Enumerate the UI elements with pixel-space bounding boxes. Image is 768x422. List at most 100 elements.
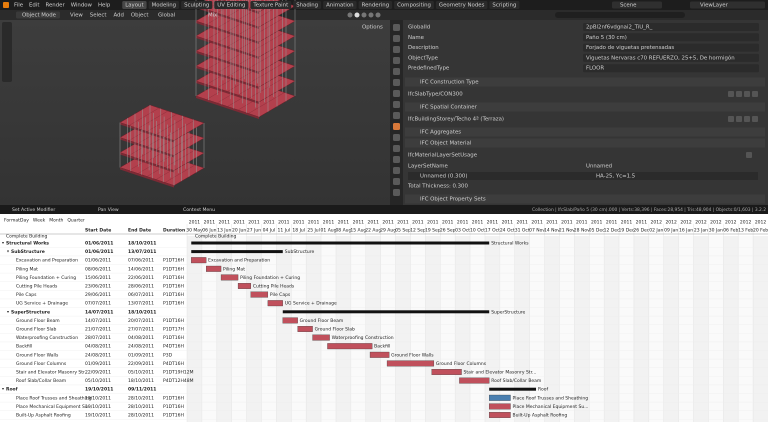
properties-tab-icon[interactable]: [393, 178, 400, 185]
menu-item[interactable]: Edit: [29, 3, 39, 9]
section-header[interactable]: [405, 194, 765, 204]
attribute-field[interactable]: [583, 33, 759, 42]
task-name[interactable]: Piling Mat: [16, 266, 38, 272]
menu-item[interactable]: Window: [71, 3, 93, 9]
task-name[interactable]: Structural Works: [6, 241, 49, 247]
properties-tab-icon[interactable]: [393, 156, 400, 163]
row-button[interactable]: [752, 116, 758, 122]
row-button[interactable]: [728, 91, 734, 97]
task-bar[interactable]: [489, 412, 511, 418]
task-bar[interactable]: [206, 265, 222, 272]
attribute-field[interactable]: [583, 64, 759, 73]
mode-label[interactable]: Object Mode: [22, 13, 57, 19]
task-name[interactable]: Ground Floor Slab: [16, 327, 56, 333]
task-name[interactable]: Place Mechanical Equipment Su...: [16, 404, 92, 410]
properties-tab-icon[interactable]: [393, 101, 400, 108]
task-name[interactable]: Built-Up Asphalt Roofing: [16, 413, 71, 419]
attribute-field[interactable]: [583, 53, 759, 62]
attribute-value[interactable]: FLOOR: [586, 66, 604, 72]
task-name[interactable]: Pile Caps: [16, 292, 37, 298]
section-title[interactable]: IFC Construction Type: [420, 80, 479, 86]
attribute-value[interactable]: Viguetas Nervaras c70 REFUERZO, 25+5, De…: [586, 54, 735, 61]
menu-item[interactable]: Render: [45, 3, 65, 9]
task-bar[interactable]: [386, 360, 435, 367]
shading-button[interactable]: [347, 12, 353, 18]
format-option[interactable]: Quarter: [67, 218, 85, 224]
properties-tab-icon[interactable]: [393, 145, 400, 152]
properties-tab-icon[interactable]: [393, 123, 400, 130]
task-bar[interactable]: [459, 377, 490, 384]
section-header[interactable]: [405, 127, 765, 137]
properties-tab-icon[interactable]: [393, 79, 400, 86]
summary-bar[interactable]: [282, 310, 490, 314]
format-option[interactable]: Month: [49, 218, 63, 224]
task-name[interactable]: Excavation and Preparation: [16, 258, 78, 264]
task-name[interactable]: Waterproofing Construction: [16, 335, 78, 341]
task-bar[interactable]: [369, 351, 390, 358]
section-title[interactable]: IFC Object Material: [420, 141, 471, 147]
task-bar[interactable]: [237, 283, 251, 289]
shading-label[interactable]: Mix: [208, 13, 218, 19]
format-option[interactable]: Week: [33, 218, 46, 224]
summary-bar[interactable]: [489, 387, 537, 391]
attribute-value[interactable]: 2pBl2nf6vdgnai2_TiU_R_: [586, 25, 653, 31]
section-title[interactable]: IFC Aggregates: [420, 130, 461, 136]
task-name[interactable]: SuperStructure: [11, 309, 50, 315]
task-name[interactable]: Backfill: [16, 344, 32, 350]
search-field[interactable]: [555, 12, 685, 18]
properties-tab-icon[interactable]: [393, 46, 400, 53]
task-name[interactable]: Cutting Pile Heads: [16, 284, 58, 290]
viewport-menu[interactable]: Object: [131, 13, 149, 19]
scene-name[interactable]: Scene: [620, 3, 637, 9]
task-name[interactable]: Piling Foundation + Curing: [16, 275, 76, 281]
properties-tab-icon[interactable]: [393, 90, 400, 97]
properties-tab-icon[interactable]: [393, 35, 400, 42]
menu-item[interactable]: File: [14, 3, 24, 9]
menu-item[interactable]: Help: [98, 3, 111, 9]
task-name[interactable]: UG Service + Drainage: [16, 301, 68, 307]
workspace-tab[interactable]: Geometry Nodes: [439, 3, 485, 9]
orientation-label[interactable]: Global: [158, 13, 175, 19]
workspace-tab[interactable]: Scripting: [492, 3, 516, 9]
properties-tab-icon[interactable]: [393, 57, 400, 64]
workspace-tab[interactable]: UV Editing: [217, 3, 245, 9]
row-button[interactable]: [736, 91, 742, 97]
task-name[interactable]: Ground Floor Beam: [16, 318, 60, 324]
section-header[interactable]: [405, 77, 765, 87]
shading-button[interactable]: [375, 12, 381, 18]
viewport-menu[interactable]: Select: [90, 13, 107, 19]
row-button[interactable]: [736, 116, 742, 122]
format-option[interactable]: Day: [20, 218, 29, 224]
attribute-value[interactable]: Paño 5 (30 cm): [586, 35, 627, 41]
scene-field[interactable]: [612, 1, 662, 9]
task-name[interactable]: Stair and Elevator Masonry Str...: [16, 370, 89, 376]
task-name[interactable]: Place Roof Trusses and Sheathing: [16, 395, 92, 401]
task-bar[interactable]: [297, 326, 313, 332]
workspace-tab[interactable]: Modeling: [152, 3, 177, 9]
properties-tab-icon[interactable]: [393, 167, 400, 174]
task-name[interactable]: Roof: [6, 387, 18, 393]
task-bar[interactable]: [250, 291, 269, 298]
task-name[interactable]: Ground Floor Columns: [16, 361, 67, 367]
properties-tab-icon[interactable]: [393, 134, 400, 141]
viewlayer-field[interactable]: [690, 1, 765, 9]
attribute-field[interactable]: [583, 43, 759, 52]
task-name[interactable]: Ground Floor Walls: [16, 352, 59, 358]
attribute-field[interactable]: [583, 23, 759, 31]
workspace-tab[interactable]: Texture Paint: [252, 3, 288, 9]
section-title[interactable]: IFC Spatial Container: [420, 105, 478, 111]
shading-button[interactable]: [354, 12, 360, 18]
task-bar[interactable]: [282, 317, 298, 324]
task-bar[interactable]: [312, 334, 330, 341]
task-name[interactable]: Roof Slab/Collar Beam: [16, 378, 66, 384]
properties-tab-icon[interactable]: [393, 112, 400, 119]
view-layer-name[interactable]: ViewLayer: [700, 3, 729, 9]
section-header[interactable]: [405, 102, 765, 112]
row-button[interactable]: [728, 116, 734, 122]
shading-button[interactable]: [361, 12, 367, 18]
workspace-tab[interactable]: Sculpting: [184, 3, 209, 9]
task-name[interactable]: SubStructure: [11, 249, 45, 255]
viewport-menu[interactable]: Add: [113, 13, 123, 19]
task-bar[interactable]: [267, 300, 283, 307]
section-title[interactable]: IFC Object Property Sets: [420, 197, 486, 203]
